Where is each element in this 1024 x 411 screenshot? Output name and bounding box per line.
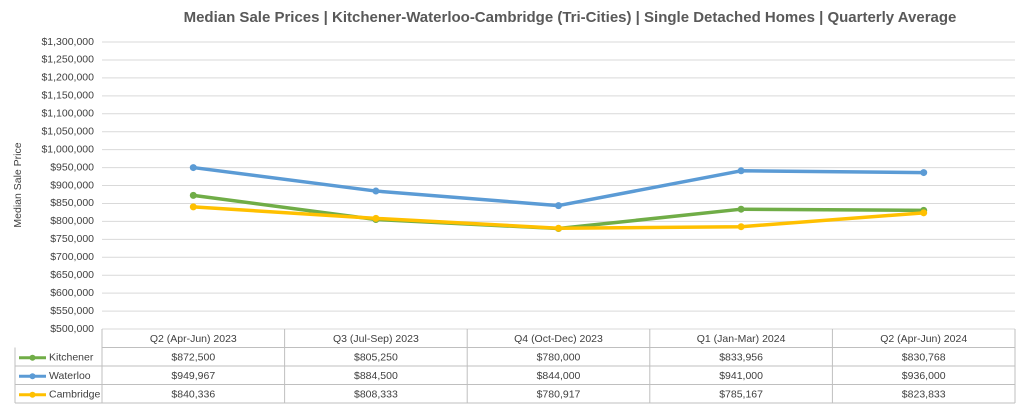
legend-marker — [29, 373, 36, 380]
legend-marker — [29, 391, 36, 398]
x-tick-label: Q4 (Oct-Dec) 2023 — [514, 333, 603, 345]
table-value: $936,000 — [902, 370, 946, 382]
y-tick-label: $1,100,000 — [41, 108, 94, 120]
marker — [737, 205, 745, 213]
y-tick-label: $550,000 — [50, 305, 94, 317]
x-tick-label: Q2 (Apr-Jun) 2024 — [880, 333, 967, 345]
marker — [372, 187, 380, 195]
chart-title: Median Sale Prices | Kitchener-Waterloo-… — [184, 9, 957, 26]
table-value: $780,917 — [537, 389, 581, 401]
x-tick-label: Q3 (Jul-Sep) 2023 — [333, 333, 419, 345]
y-tick-label: $1,000,000 — [41, 143, 94, 155]
marker — [920, 209, 928, 217]
y-tick-label: $650,000 — [50, 269, 94, 281]
series-line — [193, 193, 924, 231]
table-value: $785,167 — [719, 389, 763, 401]
marker — [189, 203, 197, 211]
marker — [555, 202, 562, 210]
table-value: $780,000 — [537, 352, 581, 364]
legend-label: Cambridge — [49, 389, 101, 401]
y-tick-label: $950,000 — [50, 161, 94, 173]
y-tick-label: $700,000 — [50, 251, 94, 263]
series-line — [193, 165, 924, 208]
marker — [920, 169, 928, 177]
y-tick-label: $750,000 — [50, 233, 94, 245]
table-value: $844,000 — [537, 370, 581, 382]
table-value: $884,500 — [354, 370, 398, 382]
y-tick-label: $1,150,000 — [41, 90, 94, 102]
y-tick-label: $1,300,000 — [41, 36, 94, 48]
table-value: $840,336 — [171, 389, 215, 401]
table-value: $833,956 — [719, 352, 763, 364]
table-value: $941,000 — [719, 370, 763, 382]
marker — [189, 164, 197, 172]
y-tick-label: $1,250,000 — [41, 54, 94, 66]
table-value: $830,768 — [902, 352, 946, 364]
table-value: $872,500 — [171, 352, 215, 364]
y-tick-label: $900,000 — [50, 179, 94, 191]
y-tick-label: $1,200,000 — [41, 72, 94, 84]
marker — [372, 214, 380, 222]
marker — [737, 223, 745, 231]
table-value: $949,967 — [171, 370, 215, 382]
legend-label: Waterloo — [49, 370, 91, 382]
y-axis-title: Median Sale Price — [12, 142, 24, 227]
table-value: $823,833 — [902, 389, 946, 401]
legend-marker — [29, 354, 36, 361]
y-tick-label: $600,000 — [50, 287, 94, 299]
y-tick-label: $800,000 — [50, 215, 94, 227]
y-tick-label: $850,000 — [50, 197, 94, 209]
x-tick-label: Q1 (Jan-Mar) 2024 — [697, 333, 786, 345]
x-tick-label: Q2 (Apr-Jun) 2023 — [150, 333, 237, 345]
y-tick-label: $500,000 — [50, 323, 94, 335]
marker — [555, 224, 562, 232]
legend-label: Kitchener — [49, 352, 94, 364]
marker — [189, 191, 197, 199]
y-tick-label: $1,050,000 — [41, 125, 94, 137]
marker — [737, 167, 745, 175]
table-value: $808,333 — [354, 389, 398, 401]
table-value: $805,250 — [354, 352, 398, 364]
